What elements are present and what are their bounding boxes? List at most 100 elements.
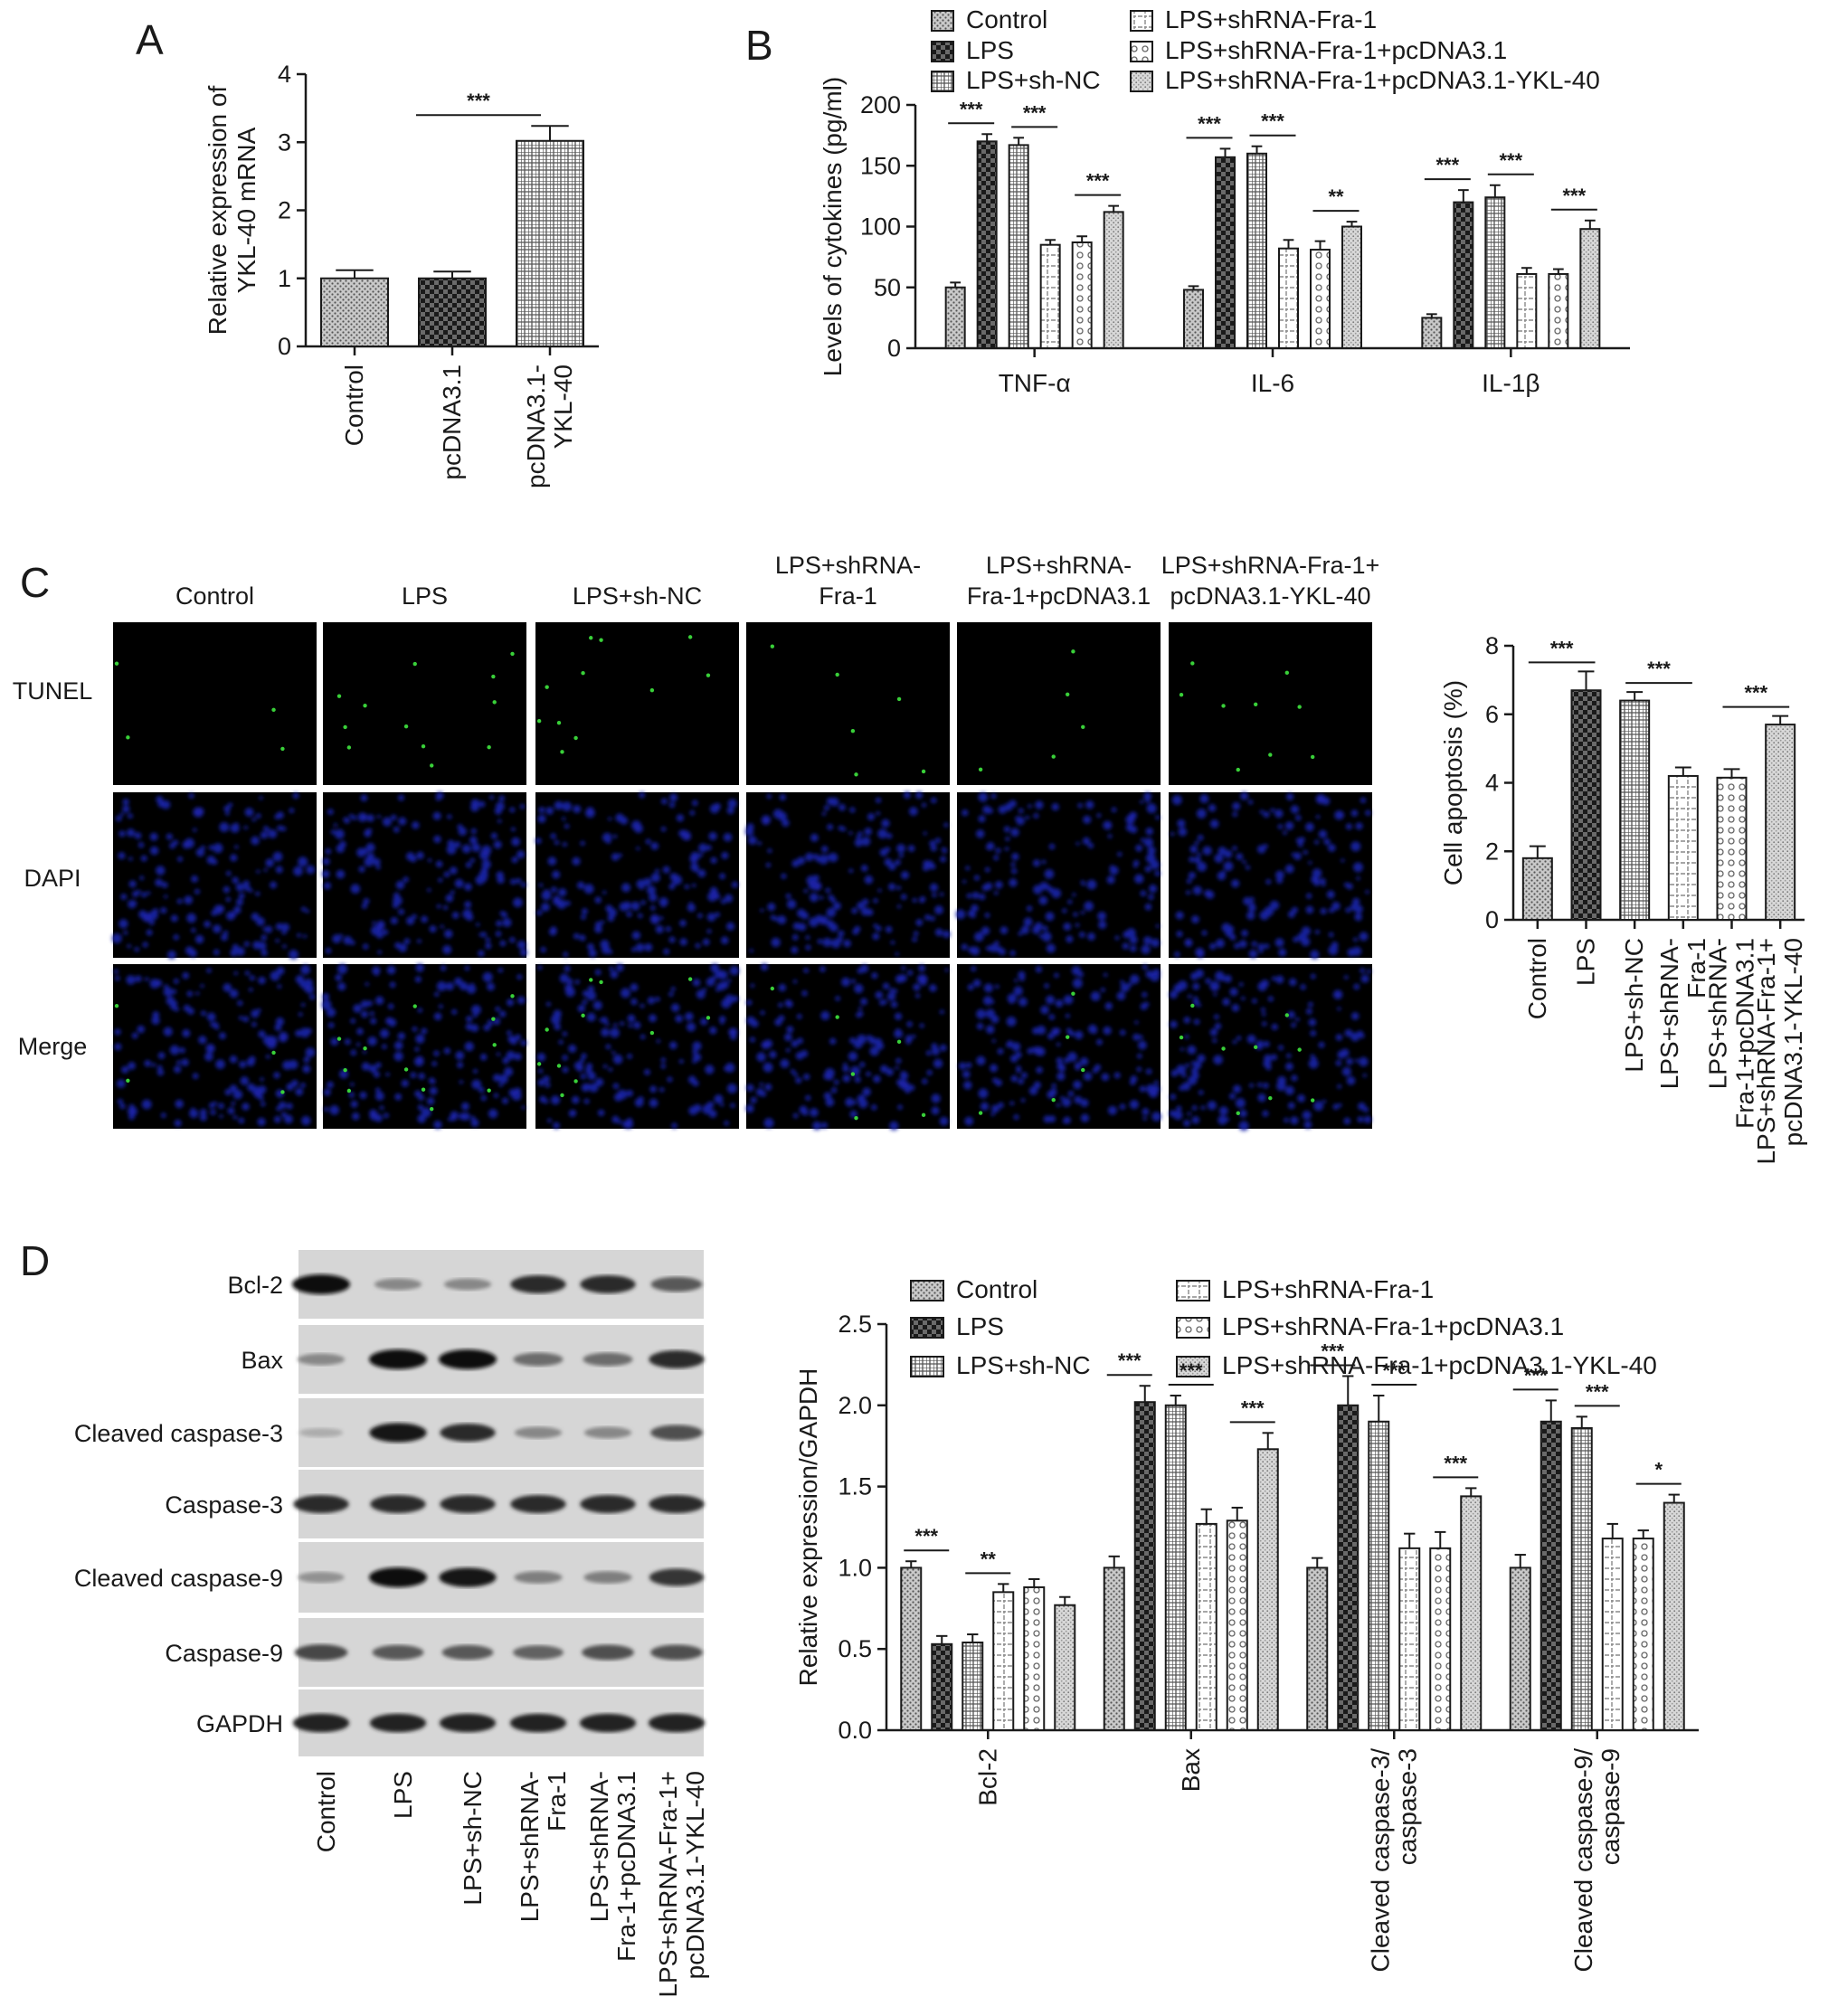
micro-dapi-nucleus bbox=[185, 946, 194, 955]
micro-dapi-nucleus bbox=[773, 916, 779, 922]
micro-dapi-nucleus bbox=[857, 1094, 866, 1103]
micro-dapi-nucleus bbox=[778, 983, 787, 992]
micro-tunel-positive-cell bbox=[1236, 1111, 1240, 1116]
micro-dapi-nucleus bbox=[582, 999, 588, 1005]
micro-tunel-positive-cell bbox=[510, 994, 515, 999]
micro-dapi-nucleus bbox=[669, 793, 678, 802]
micro-dapi-nucleus bbox=[562, 801, 572, 812]
micro-dapi-nucleus bbox=[502, 1056, 509, 1065]
micro-dapi-nucleus bbox=[231, 1101, 236, 1106]
micro-dapi-nucleus bbox=[182, 1028, 191, 1037]
micro-dapi-nucleus bbox=[583, 884, 594, 894]
micro-dapi-nucleus bbox=[895, 951, 899, 956]
micro-dapi-nucleus bbox=[126, 975, 136, 985]
blot-band bbox=[294, 1644, 348, 1661]
micro-dapi-nucleus bbox=[1195, 947, 1205, 957]
micro-dapi-nucleus bbox=[1232, 846, 1237, 851]
micro-dapi-nucleus bbox=[605, 1022, 610, 1027]
micro-dapi-nucleus bbox=[921, 802, 927, 808]
micro-dapi-nucleus bbox=[995, 1079, 1002, 1086]
micro-dapi-nucleus bbox=[438, 1004, 443, 1009]
micro-dapi-nucleus bbox=[975, 829, 985, 838]
micro-dapi-nucleus bbox=[895, 1065, 899, 1070]
blot-band bbox=[439, 1713, 497, 1733]
micro-dapi-nucleus bbox=[333, 823, 337, 828]
chart-b-x-tick-label: IL-1β bbox=[1482, 369, 1540, 397]
micro-dapi-nucleus bbox=[764, 1084, 772, 1091]
micro-dapi-nucleus bbox=[1255, 1042, 1264, 1051]
micro-dapi-nucleus bbox=[688, 902, 693, 906]
micro-dapi-nucleus bbox=[164, 984, 169, 989]
micro-dapi-nucleus bbox=[255, 916, 265, 926]
micro-dapi-nucleus bbox=[386, 965, 396, 975]
micro-dapi-nucleus bbox=[282, 944, 287, 949]
micro-dapi-nucleus bbox=[166, 833, 173, 840]
micro-dapi-nucleus bbox=[1016, 1065, 1021, 1071]
micro-dapi-nucleus bbox=[1059, 1065, 1066, 1072]
micro-dapi-nucleus bbox=[177, 856, 184, 862]
micro-dapi-nucleus bbox=[1201, 930, 1208, 936]
micro-dapi-nucleus bbox=[435, 796, 441, 801]
micro-dapi-nucleus bbox=[495, 1006, 501, 1012]
micro-dapi-nucleus bbox=[562, 842, 567, 847]
micro-dapi-nucleus bbox=[1010, 1074, 1018, 1083]
micro-dapi-nucleus bbox=[1032, 925, 1041, 934]
micro-dapi-nucleus bbox=[232, 1089, 243, 1100]
micro-dapi-nucleus bbox=[1274, 938, 1284, 948]
micro-dapi-nucleus bbox=[562, 1031, 568, 1036]
blot-lane-label: LPS+shRNA-Fra-1+ bbox=[654, 1771, 682, 1998]
micro-dapi-nucleus bbox=[1143, 792, 1152, 800]
micro-dapi-nucleus bbox=[1277, 1075, 1286, 1085]
micro-dapi-nucleus bbox=[499, 1010, 507, 1017]
micro-dapi-nucleus bbox=[1033, 812, 1039, 819]
micro-dapi-nucleus bbox=[791, 859, 800, 867]
micro-dapi-nucleus bbox=[1075, 1065, 1081, 1071]
micro-dapi-nucleus bbox=[857, 1034, 867, 1045]
micro-dapi-nucleus bbox=[1265, 878, 1272, 885]
micro-dapi-nucleus bbox=[1107, 1105, 1117, 1115]
micro-dapi-nucleus bbox=[553, 1122, 560, 1130]
micro-dapi-nucleus bbox=[141, 1099, 152, 1110]
micro-dapi-nucleus bbox=[279, 1031, 289, 1042]
chart-a-bar-pcdna3-1 bbox=[418, 277, 487, 347]
micro-dapi-nucleus bbox=[348, 1092, 355, 1098]
micro-dapi-nucleus bbox=[1310, 950, 1320, 960]
micro-dapi-nucleus bbox=[1028, 1086, 1038, 1095]
micro-dapi-nucleus bbox=[589, 1083, 599, 1093]
micro-dapi-nucleus bbox=[418, 1094, 425, 1101]
chart-d-bar-cleaved-caspase-9-caspase-9-control bbox=[1509, 1566, 1531, 1732]
micro-dapi-nucleus bbox=[1183, 1017, 1190, 1024]
micro-dapi-nucleus bbox=[595, 1077, 604, 1087]
micro-dapi-nucleus bbox=[1010, 867, 1018, 875]
micro-dapi-nucleus bbox=[668, 991, 674, 997]
micro-dapi-nucleus bbox=[308, 994, 316, 1000]
micro-dapi-nucleus bbox=[1278, 948, 1287, 957]
micro-dapi-nucleus bbox=[1176, 1065, 1187, 1075]
micro-dapi-nucleus bbox=[457, 1062, 464, 1069]
micro-dapi-nucleus bbox=[188, 792, 194, 800]
blot-lane-label: LPS bbox=[389, 1771, 417, 1819]
micro-dapi-nucleus bbox=[1042, 925, 1048, 932]
micro-dapi-nucleus bbox=[719, 873, 726, 880]
micro-dapi-nucleus bbox=[821, 1122, 828, 1129]
blot-band bbox=[583, 1571, 632, 1584]
micro-dapi-nucleus bbox=[848, 868, 854, 874]
micro-dapi-nucleus bbox=[784, 999, 792, 1007]
micro-dapi-nucleus bbox=[706, 913, 716, 922]
micro-dapi-nucleus bbox=[1303, 1121, 1312, 1129]
micro-dapi-nucleus bbox=[1013, 986, 1023, 996]
micro-dapi-nucleus bbox=[1103, 1026, 1112, 1036]
micro-dapi-nucleus bbox=[370, 1017, 377, 1025]
micro-column-header: Fra-1 bbox=[819, 582, 877, 610]
chart-b-bar-tnf-lps-shrna-fra-1 bbox=[1039, 243, 1061, 349]
micro-dapi-nucleus bbox=[1103, 972, 1108, 978]
micro-dapi-nucleus bbox=[761, 963, 769, 971]
micro-tunel-positive-cell bbox=[403, 1067, 409, 1072]
micro-dapi-nucleus bbox=[251, 1021, 257, 1027]
micro-dapi-nucleus bbox=[137, 842, 145, 848]
micro-dapi-nucleus bbox=[994, 941, 1000, 946]
micro-tunel-positive-cell bbox=[1268, 1095, 1273, 1101]
blot-strip-bcl-2: Bcl-2 bbox=[227, 1250, 704, 1319]
chart-d-significance-label: *** bbox=[1321, 1339, 1344, 1362]
micro-dapi-nucleus bbox=[1134, 1020, 1139, 1025]
